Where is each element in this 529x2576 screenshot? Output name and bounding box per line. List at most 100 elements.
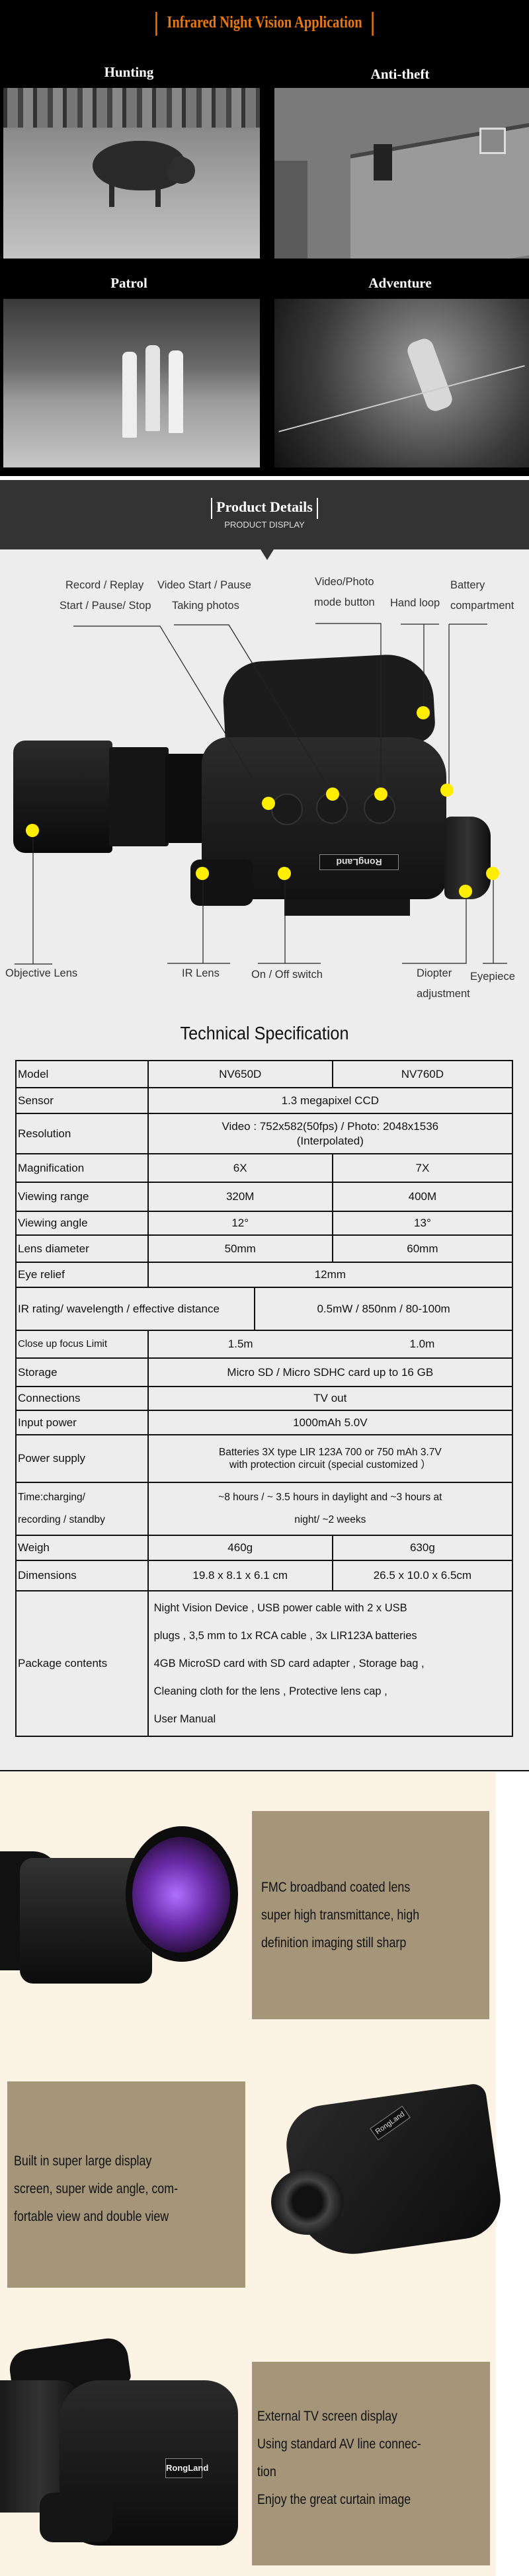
row-label: Magnification	[15, 1153, 149, 1183]
cell-nv760d: 26.5 x 10.0 x 6.5cm	[331, 1560, 514, 1591]
callout-marker	[26, 824, 39, 837]
table-row: Input power 1000mAh 5.0V	[15, 1410, 514, 1435]
feature-line: fortable view and double view	[14, 2209, 169, 2224]
callout-marker	[196, 867, 209, 880]
feature-line: Using standard AV line connec-	[257, 2436, 421, 2452]
leader-ir	[167, 873, 230, 964]
table-row: Connections TV out	[15, 1386, 514, 1411]
feature-line: tion	[257, 2464, 276, 2479]
callout-marker	[417, 706, 430, 719]
callout-video-start-pause: Video Start / Pause	[157, 579, 251, 591]
package-line: 4GB MicroSD card with SD card adapter , …	[153, 1658, 425, 1670]
callout-objective-lens: Objective Lens	[5, 967, 78, 979]
row-label: Dimensions	[15, 1560, 149, 1591]
scene-label-hunting: Hunting	[104, 64, 154, 80]
application-title: Infrared Night Vision Application	[48, 12, 481, 36]
cell-line: with protection circuit (special customi…	[229, 1459, 431, 1470]
cell-nv650d: 12°	[147, 1211, 333, 1236]
spec-title: Technical Specification	[180, 1023, 349, 1043]
cell-line: Batteries 3X type LIR 123A 700 or 750 mA…	[218, 1446, 442, 1458]
product-details-title: Product Details	[0, 498, 529, 519]
mount-rail	[284, 899, 410, 916]
callout-lines	[15, 623, 507, 965]
table-row: Storage Micro SD / Micro SDHC card up to …	[15, 1357, 514, 1387]
table-row: Sensor 1.3 megapixel CCD	[15, 1087, 514, 1114]
row-label: Time:charging/recording / standby	[15, 1482, 149, 1536]
row-label: Storage	[15, 1357, 149, 1387]
table-row: Package contents Night Vision Device , U…	[15, 1590, 514, 1737]
leader-battery	[448, 624, 487, 791]
patrol-photo	[3, 299, 260, 467]
cell-value: Micro SD / Micro SDHC card up to 16 GB	[147, 1357, 514, 1387]
feature-line: super high transmittance, high	[261, 1908, 420, 1923]
leader-objective	[15, 830, 52, 965]
table-row: IR rating/ wavelength / effective distan…	[15, 1287, 513, 1331]
scene-label-anti-theft: Anti-theft	[370, 66, 430, 82]
cell-nv760d: 60mm	[331, 1234, 514, 1263]
application-section: Infrared Night Vision Application Huntin…	[0, 0, 529, 476]
leader-video	[174, 624, 333, 795]
row-label: Viewing range	[15, 1182, 149, 1212]
row-label: Viewing angle	[15, 1211, 149, 1236]
header-pointer	[261, 549, 274, 560]
adventure-photo	[274, 299, 529, 467]
feature-panel-display: Built in super large display screen, sup…	[7, 2081, 245, 2288]
feature-panel-tv: External TV screen display Using standar…	[252, 2362, 490, 2565]
callout-marker	[440, 784, 454, 797]
callout-eyepiece: Eyepiece	[470, 971, 515, 983]
callout-diopter: Diopter	[417, 967, 452, 979]
feature-line: External TV screen display	[257, 2409, 397, 2424]
cell-nv650d: 6X	[147, 1153, 333, 1183]
cell-value: TV out	[147, 1386, 514, 1411]
section-divider	[0, 1770, 529, 1771]
cell-nv650d: 1.5m	[147, 1330, 333, 1359]
cell-value: Batteries 3X type LIR 123A 700 or 750 mA…	[147, 1434, 514, 1483]
row-label: Power supply	[15, 1434, 149, 1483]
package-line: User Manual	[153, 1713, 216, 1725]
feature-line: FMC broadband coated lens	[261, 1880, 411, 1895]
table-row: Model NV650D NV760D	[15, 1060, 514, 1088]
table-row: Eye relief 12mm	[15, 1262, 514, 1288]
table-row: Close up focus Limit 1.5m 1.0m	[15, 1330, 514, 1359]
table-row: Viewing angle 12° 13°	[15, 1211, 514, 1236]
table-row: Time:charging/recording / standby ~8 hour…	[15, 1482, 514, 1536]
table-row: Power supply Batteries 3X type LIR 123A 7…	[15, 1434, 514, 1483]
scene-label-patrol: Patrol	[110, 275, 147, 291]
cell-nv760d: 13°	[331, 1211, 514, 1236]
leader-eyepiece	[483, 873, 507, 964]
cell-value: ~8 hours / ~ 3.5 hours in daylight and ~…	[147, 1482, 514, 1536]
callout-hand-loop: Hand loop	[390, 597, 440, 609]
scene-label-adventure: Adventure	[368, 275, 432, 291]
table-row: Viewing range 320M 400M	[15, 1182, 514, 1212]
leader-hand-loop	[401, 624, 439, 713]
row-label: Eye relief	[15, 1262, 149, 1288]
button-record	[271, 793, 303, 825]
table-row: Weigh 460g 630g	[15, 1535, 514, 1561]
cell-nv760d: 1.0m	[332, 1330, 514, 1359]
callout-marker	[486, 867, 499, 880]
row-label: Resolution	[15, 1113, 149, 1154]
callout-record-replay: Record / Replay	[65, 579, 144, 591]
row-label: Model	[15, 1060, 149, 1088]
leader-onoff	[258, 873, 321, 964]
brand-plate: RongLand	[165, 2458, 208, 2478]
callout-ir-lens: IR Lens	[182, 967, 220, 979]
anti-theft-photo	[274, 88, 529, 259]
row-label: Input power	[15, 1410, 149, 1435]
row-label: Weigh	[15, 1535, 149, 1561]
title-divider	[372, 12, 374, 36]
callout-marker	[262, 797, 275, 810]
table-row: Resolution Video : 752x582(50fps) / Photo…	[15, 1113, 514, 1154]
feature-line: Enjoy the great curtain image	[257, 2492, 411, 2507]
cell-value: 1000mAh 5.0V	[147, 1410, 514, 1435]
leader-record	[73, 625, 268, 804]
row-label: Connections	[15, 1386, 149, 1411]
table-row: Lens diameter 50mm 60mm	[15, 1234, 514, 1263]
hunting-photo	[3, 88, 260, 259]
cell-line: Time:charging/	[18, 1491, 85, 1503]
cell-line: night/ ~2 weeks	[294, 1514, 366, 1525]
row-label: Lens diameter	[15, 1234, 149, 1263]
cell-nv650d: 460g	[147, 1535, 333, 1561]
callout-on-off-switch: On / Off switch	[251, 969, 323, 981]
callout-marker	[326, 787, 339, 801]
